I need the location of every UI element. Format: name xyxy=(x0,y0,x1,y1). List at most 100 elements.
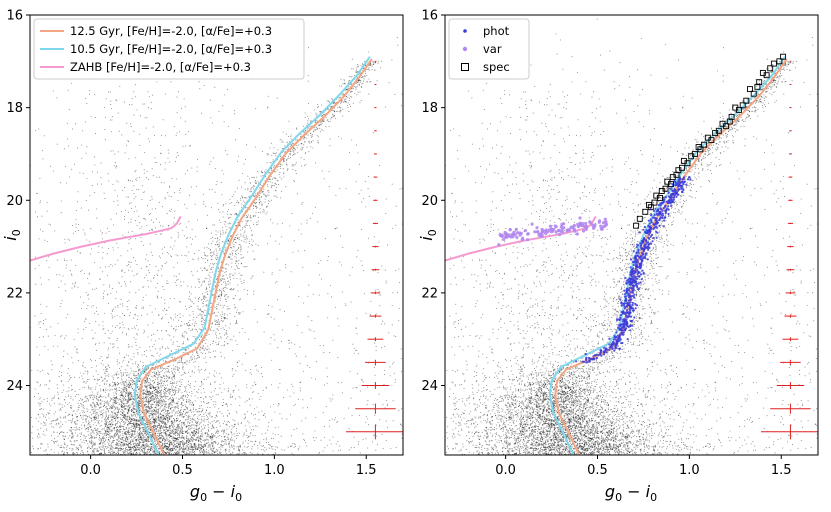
star-point xyxy=(237,266,238,267)
star-point xyxy=(342,95,343,96)
star-point xyxy=(76,227,77,228)
star-point xyxy=(151,386,152,387)
star-point xyxy=(398,268,399,269)
star-point xyxy=(175,314,176,315)
star-point xyxy=(71,288,72,289)
star-point xyxy=(66,265,67,266)
star-point xyxy=(341,86,342,87)
star-point xyxy=(250,452,251,453)
star-point xyxy=(117,247,118,248)
star-point xyxy=(119,390,120,391)
star-point xyxy=(385,213,386,214)
star-point xyxy=(143,396,144,397)
star-point xyxy=(198,258,199,259)
star-point xyxy=(375,290,376,291)
star-point xyxy=(213,341,214,342)
star-point xyxy=(188,384,189,385)
star-point xyxy=(97,380,98,381)
star-point xyxy=(181,321,182,322)
star-point xyxy=(57,388,58,389)
star-point xyxy=(203,424,204,425)
star-point xyxy=(274,171,275,172)
star-point xyxy=(60,336,61,337)
star-point xyxy=(200,329,201,330)
star-point xyxy=(190,428,191,429)
star-point xyxy=(112,437,113,438)
star-point xyxy=(212,343,213,344)
star-point xyxy=(402,438,403,439)
star-point xyxy=(223,327,224,328)
star-point xyxy=(332,99,333,100)
star-point xyxy=(189,292,190,293)
star-point xyxy=(343,94,344,95)
star-point xyxy=(116,432,117,433)
star-point xyxy=(187,324,188,325)
star-point xyxy=(305,112,306,113)
star-point xyxy=(215,417,216,418)
star-point xyxy=(127,140,128,141)
star-point xyxy=(393,362,394,363)
star-point xyxy=(122,305,123,306)
star-point xyxy=(123,437,124,438)
star-point xyxy=(167,213,168,214)
star-point xyxy=(190,237,191,238)
star-point xyxy=(244,231,245,232)
star-point xyxy=(263,189,264,190)
star-point xyxy=(173,368,174,369)
star-point xyxy=(186,438,187,439)
star-point xyxy=(181,427,182,428)
star-point xyxy=(166,437,167,438)
star-point xyxy=(172,382,173,383)
star-point xyxy=(112,382,113,383)
star-point xyxy=(198,445,199,446)
star-point xyxy=(49,381,50,382)
star-point xyxy=(178,232,179,233)
star-point xyxy=(180,444,181,445)
star-point xyxy=(313,437,314,438)
star-point xyxy=(352,344,353,345)
star-point xyxy=(181,255,182,256)
star-point xyxy=(188,425,189,426)
star-point xyxy=(146,396,147,397)
star-point xyxy=(108,452,109,453)
star-point xyxy=(253,251,254,252)
star-point xyxy=(144,351,145,352)
star-point xyxy=(216,242,217,243)
star-point xyxy=(289,225,290,226)
star-point xyxy=(159,177,160,178)
star-point xyxy=(154,450,155,451)
star-point xyxy=(38,421,39,422)
star-point xyxy=(307,128,308,129)
star-point xyxy=(225,443,226,444)
star-point xyxy=(206,362,207,363)
star-point xyxy=(159,401,160,402)
star-point xyxy=(250,432,251,433)
star-point xyxy=(98,252,99,253)
star-point xyxy=(284,450,285,451)
star-point xyxy=(177,279,178,280)
star-point xyxy=(38,323,39,324)
star-point xyxy=(114,448,115,449)
star-point xyxy=(112,421,113,422)
star-point xyxy=(160,385,161,386)
star-point xyxy=(79,405,80,406)
star-point xyxy=(147,171,148,172)
star-point xyxy=(148,179,149,180)
star-point xyxy=(355,350,356,351)
star-point xyxy=(252,435,253,436)
star-point xyxy=(210,100,211,101)
star-point xyxy=(90,433,91,434)
star-point xyxy=(201,438,202,439)
star-point xyxy=(218,408,219,409)
star-point xyxy=(38,402,39,403)
star-point xyxy=(221,280,222,281)
star-point xyxy=(100,177,101,178)
star-point xyxy=(195,329,196,330)
star-point xyxy=(89,94,90,95)
star-point xyxy=(67,445,68,446)
star-point xyxy=(344,80,345,81)
star-point xyxy=(103,364,104,365)
star-point xyxy=(247,188,248,189)
star-point xyxy=(187,394,188,395)
star-point xyxy=(101,440,102,441)
